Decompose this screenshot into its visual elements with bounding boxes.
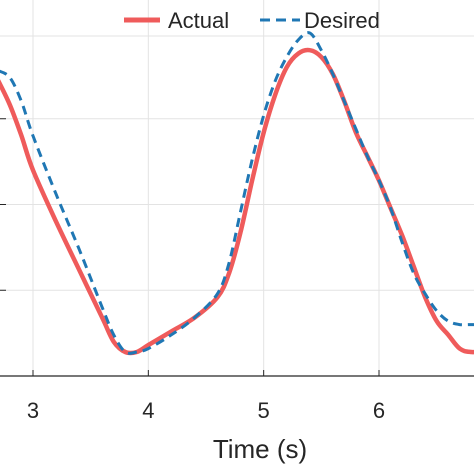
x-tick-label: 3	[27, 398, 39, 423]
x-tick-label: 6	[373, 398, 385, 423]
axes	[0, 118, 474, 377]
series-line-actual	[0, 47, 474, 356]
grid-lines	[0, 0, 474, 376]
x-tick-labels: 3 4 5 6	[27, 398, 385, 423]
x-axis-label: Time (s)	[213, 434, 307, 464]
series-line-desired	[0, 31, 474, 355]
x-tick-label: 5	[258, 398, 270, 423]
x-tick-label: 4	[142, 398, 154, 423]
series-layer	[0, 31, 474, 356]
legend-label-desired: Desired	[304, 8, 380, 33]
legend: Actual Desired	[124, 8, 380, 33]
legend-label-actual: Actual	[168, 8, 229, 33]
